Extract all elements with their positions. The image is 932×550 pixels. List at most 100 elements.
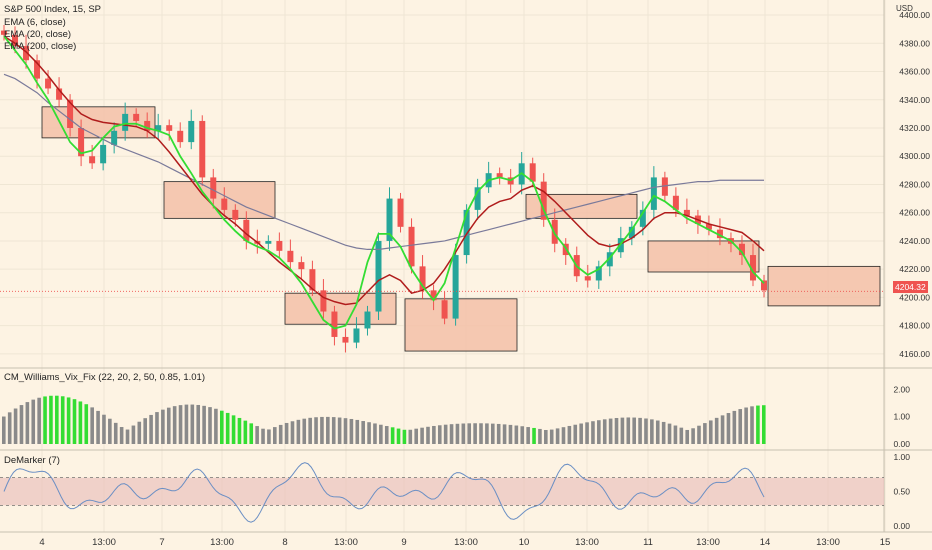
vixfix-bar (467, 423, 472, 444)
vixfix-bar (49, 395, 53, 444)
candle-body (78, 128, 85, 157)
vixfix-bar (261, 428, 265, 444)
vixfix-bar (60, 396, 65, 444)
ema20-legend[interactable]: EMA (20, close) (4, 29, 72, 40)
ema6-legend[interactable]: EMA (6, close) (4, 17, 66, 28)
candle-body (144, 120, 151, 131)
candle-body (298, 262, 305, 270)
vixfix-bar (561, 427, 566, 444)
candle-body (353, 328, 360, 343)
y-tick-label: 4320.00 (899, 123, 930, 133)
vixfix-bar (355, 419, 360, 444)
vixfix-bar (166, 407, 171, 444)
vixfix-bar (7, 412, 12, 444)
demarker-tick-label: 1.00 (893, 452, 910, 462)
vixfix-bar (655, 420, 660, 444)
vixfix-bar (255, 426, 259, 444)
candle-body (584, 276, 591, 281)
y-tick-label: 4240.00 (899, 236, 930, 246)
ema200-legend[interactable]: EMA (200, close) (4, 41, 77, 52)
candle-body (12, 34, 19, 47)
candle-body (265, 240, 272, 244)
vixfix-bar (549, 429, 554, 444)
candle-body (100, 144, 107, 164)
y-tick-label: 4360.00 (899, 67, 930, 77)
vixfix-bar (119, 427, 124, 444)
demarker-title[interactable]: DeMarker (7) (4, 455, 60, 466)
candle-body (188, 120, 195, 143)
vix-tick-label: 0.00 (893, 439, 910, 449)
candle-body (34, 60, 41, 79)
vixfix-bar (284, 422, 289, 444)
x-tick-label: 4 (39, 537, 44, 548)
x-tick-label: 13:00 (696, 537, 720, 548)
currency-label: USD (896, 4, 913, 13)
candle-body (683, 209, 690, 216)
candle-body (639, 209, 646, 227)
vixfix-bar (43, 396, 47, 444)
vixfix-bar (744, 407, 748, 444)
vixfix-bar (502, 424, 507, 444)
vixfix-bar (414, 428, 419, 444)
vixfix-bar (608, 418, 613, 444)
symbol-title[interactable]: S&P 500 Index, 15, SP (4, 4, 102, 15)
vixfix-bar (591, 421, 595, 444)
vixfix-bar (143, 418, 147, 444)
candle-body (133, 113, 140, 121)
vixfix-bar (178, 405, 183, 444)
candle-body (452, 255, 459, 319)
vixfix-bar (343, 418, 348, 444)
zone-box (767, 265, 881, 307)
vixfix-bar (25, 402, 30, 444)
x-tick-label: 9 (401, 537, 406, 548)
vixfix-bar (249, 423, 254, 444)
vixfix-bar (243, 420, 248, 444)
candle-body (210, 177, 217, 199)
vixfix-bar (437, 425, 442, 444)
vixfix-bar (202, 405, 206, 444)
vixfix-bar (455, 423, 460, 444)
vixfix-bar (526, 427, 530, 444)
vixfix-bar (379, 424, 383, 444)
candle-body (45, 78, 52, 89)
candle-body (441, 300, 448, 319)
candle-body (287, 250, 294, 263)
x-tick-label: 13:00 (334, 537, 358, 548)
vixfix-bar (626, 417, 631, 444)
candle-body (166, 125, 173, 131)
demarker-tick-label: 0.00 (893, 521, 910, 531)
candle-body (122, 113, 129, 131)
vixfix-bar (650, 419, 654, 444)
vixfix-bar (390, 427, 395, 444)
candle-body (474, 187, 481, 210)
vixfix-bar (290, 421, 295, 444)
vixfix-title[interactable]: CM_Williams_Vix_Fix (22, 20, 2, 50, 0.85… (4, 372, 205, 383)
vixfix-bar (461, 423, 466, 444)
vixfix-bar (31, 399, 36, 444)
ema20-line (3, 35, 765, 306)
y-tick-label: 4280.00 (899, 179, 930, 189)
x-tick-label: 13:00 (454, 537, 478, 548)
candle-body (89, 156, 96, 164)
y-tick-label: 4300.00 (899, 151, 930, 161)
y-tick-label: 4160.00 (899, 349, 930, 359)
vix-tick-label: 1.00 (893, 412, 910, 422)
candle-body (1, 30, 7, 35)
y-tick-label: 4220.00 (899, 264, 930, 274)
vixfix-bar (614, 417, 619, 444)
candle-body (276, 240, 283, 251)
vixfix-bar (673, 425, 678, 444)
vixfix-bar (296, 419, 301, 444)
vixfix-bar (661, 421, 666, 444)
vixfix-bar (19, 405, 24, 444)
vixfix-bar (443, 424, 448, 444)
candle-body (408, 226, 415, 267)
vixfix-bar (131, 425, 136, 444)
x-tick-label: 15 (880, 537, 891, 548)
vixfix-bar (90, 407, 94, 444)
vixfix-bar (326, 416, 330, 444)
vixfix-bar (544, 429, 548, 444)
candle-body (606, 252, 613, 267)
